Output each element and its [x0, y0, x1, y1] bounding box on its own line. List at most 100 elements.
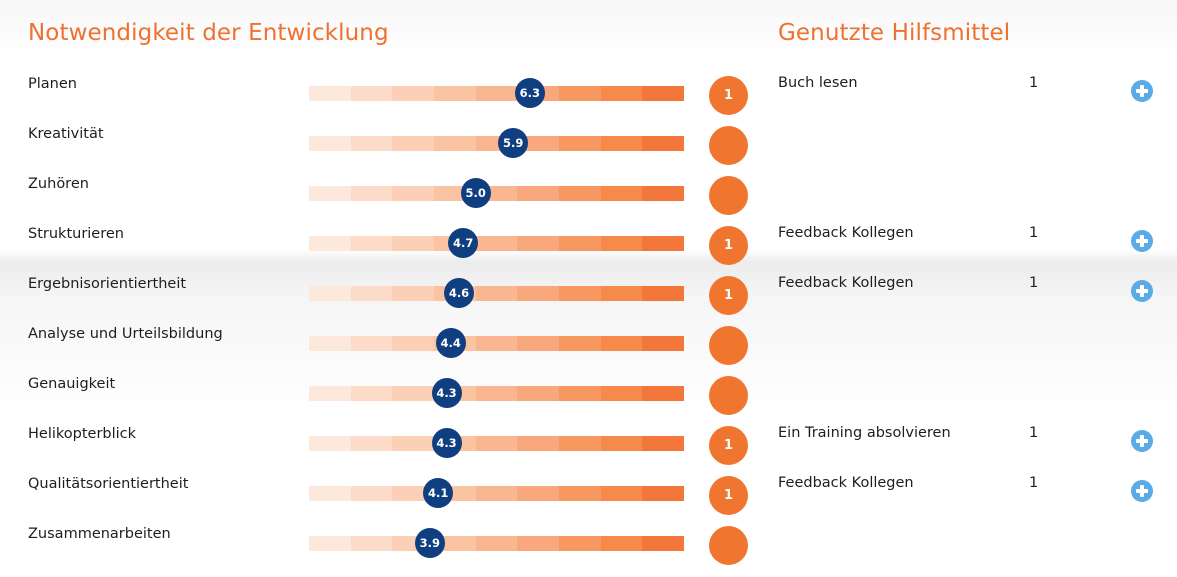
aid-label: Buch lesen — [778, 75, 858, 91]
skill-row: Qualitätsorientiertheit 4.1 1 Feedback Koll… — [0, 460, 1177, 515]
aid-count-badge[interactable] — [709, 326, 748, 365]
need-scale-bar — [309, 436, 685, 451]
skill-row: Analyse und Urteilsbildung 4.4 — [0, 310, 1177, 365]
scale-segment — [309, 336, 351, 351]
score-marker: 6.3 — [514, 78, 545, 108]
scale-segment — [600, 286, 643, 301]
skill-label: Planen — [28, 76, 77, 92]
scale-segment — [392, 86, 435, 101]
scale-segment — [559, 336, 601, 351]
scale-segment — [642, 336, 685, 351]
add-aid-plus-icon[interactable] — [1131, 480, 1153, 502]
add-aid-plus-icon[interactable] — [1131, 280, 1153, 302]
score-marker: 5.9 — [498, 128, 529, 158]
scale-segment — [559, 486, 601, 501]
need-scale-bar — [309, 536, 685, 551]
aid-number: 1 — [1029, 75, 1039, 91]
scale-segment — [434, 136, 476, 151]
skill-label: Kreativität — [28, 126, 104, 142]
scale-segment — [559, 136, 601, 151]
scale-segment — [309, 536, 351, 551]
skill-row: Planen 6.3 1 Buch lesen 1 — [0, 60, 1177, 115]
need-scale-bar — [309, 286, 685, 301]
scale-segment — [475, 436, 518, 451]
scale-segment — [309, 186, 351, 201]
scale-segment — [600, 336, 643, 351]
need-scale-bar — [309, 236, 685, 251]
need-scale-bar — [309, 186, 685, 201]
aid-count-badge[interactable] — [709, 176, 748, 215]
scale-segment — [350, 336, 393, 351]
aid-number: 1 — [1029, 225, 1039, 241]
skill-label: Zusammenarbeiten — [28, 526, 171, 542]
scale-segment — [434, 86, 476, 101]
scale-segment — [559, 86, 601, 101]
aid-number: 1 — [1029, 275, 1039, 291]
skill-row: Strukturieren 4.7 1 Feedback Kollegen 1 — [0, 210, 1177, 265]
scale-segment — [642, 186, 685, 201]
scale-segment — [517, 236, 560, 251]
scale-segment — [642, 86, 685, 101]
add-aid-plus-icon[interactable] — [1131, 80, 1153, 102]
scale-segment — [559, 386, 601, 401]
skill-label: Zuhören — [28, 176, 89, 192]
scale-segment — [392, 136, 435, 151]
scale-segment — [559, 436, 601, 451]
aid-count-badge[interactable] — [709, 126, 748, 165]
scale-segment — [392, 236, 435, 251]
skill-label: Qualitätsorientiertheit — [28, 476, 189, 492]
aid-label: Feedback Kollegen — [778, 475, 914, 491]
aid-count-badge[interactable]: 1 — [709, 476, 748, 515]
used-aids-heading: Genutzte Hilfsmittel — [778, 20, 1011, 46]
scale-segment — [642, 386, 685, 401]
scale-segment — [350, 286, 393, 301]
aid-number: 1 — [1029, 425, 1039, 441]
scale-segment — [517, 286, 560, 301]
aid-label: Feedback Kollegen — [778, 275, 914, 291]
need-scale-bar — [309, 86, 685, 101]
add-aid-plus-icon[interactable] — [1131, 230, 1153, 252]
development-need-heading: Notwendigkeit der Entwicklung — [28, 20, 389, 46]
skill-row: Zusammenarbeiten 3.9 — [0, 510, 1177, 565]
scale-segment — [475, 286, 518, 301]
scale-segment — [559, 286, 601, 301]
add-aid-plus-icon[interactable] — [1131, 430, 1153, 452]
scale-segment — [350, 86, 393, 101]
aid-count-badge[interactable]: 1 — [709, 276, 748, 315]
aid-label: Ein Training absolvieren — [778, 425, 951, 441]
scale-segment — [642, 136, 685, 151]
scale-segment — [517, 436, 560, 451]
aid-count-badge[interactable]: 1 — [709, 226, 748, 265]
scale-segment — [475, 336, 518, 351]
scale-segment — [350, 386, 393, 401]
skill-label: Ergebnisorientiertheit — [28, 276, 187, 292]
aid-count-badge[interactable]: 1 — [709, 426, 748, 465]
scale-segment — [642, 236, 685, 251]
skill-label: Helikopterblick — [28, 426, 137, 442]
scale-segment — [392, 336, 435, 351]
scale-segment — [475, 536, 518, 551]
scale-segment — [392, 286, 435, 301]
skill-row: Zuhören 5.0 — [0, 160, 1177, 215]
aid-label: Feedback Kollegen — [778, 225, 914, 241]
aid-count-badge[interactable] — [709, 376, 748, 415]
skill-row: Ergebnisorientiertheit 4.6 1 Feedback Kolle… — [0, 260, 1177, 315]
scale-segment — [600, 86, 643, 101]
scale-segment — [600, 236, 643, 251]
score-marker: 5.0 — [460, 178, 491, 208]
scale-segment — [309, 86, 351, 101]
scale-segment — [559, 186, 601, 201]
scale-segment — [475, 386, 518, 401]
aid-number: 1 — [1029, 475, 1039, 491]
scale-segment — [350, 486, 393, 501]
score-marker: 4.1 — [423, 478, 454, 508]
skill-label: Genauigkeit — [28, 376, 116, 392]
scale-segment — [350, 536, 393, 551]
need-scale-bar — [309, 486, 685, 501]
score-marker: 4.3 — [431, 428, 462, 458]
scale-segment — [392, 436, 435, 451]
scale-segment — [600, 436, 643, 451]
scale-segment — [309, 286, 351, 301]
aid-count-badge[interactable] — [709, 526, 748, 565]
aid-count-badge[interactable]: 1 — [709, 76, 748, 115]
